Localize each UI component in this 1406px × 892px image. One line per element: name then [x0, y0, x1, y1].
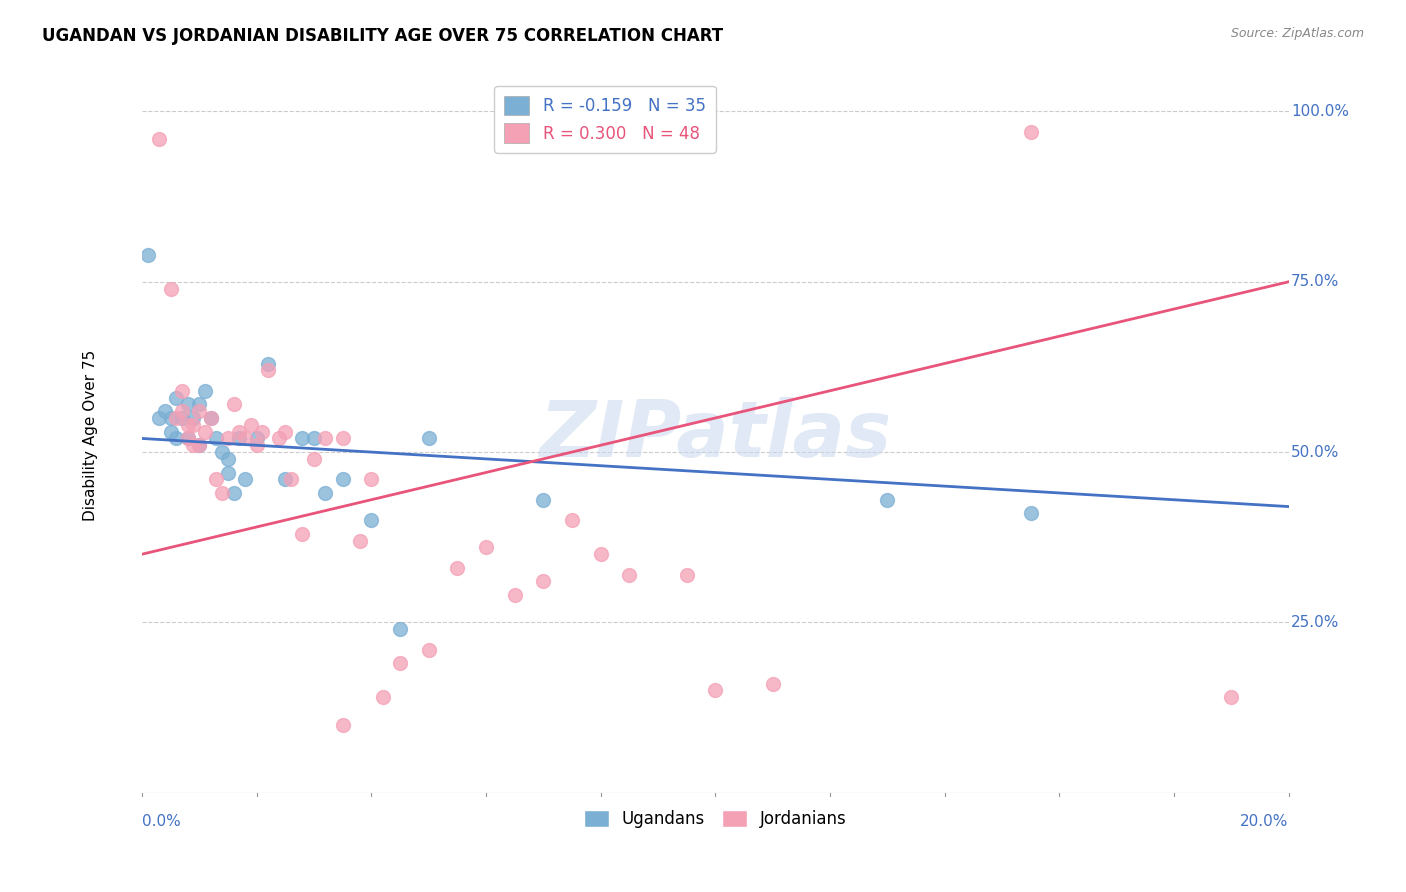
Point: [205, 432, 228, 446]
Point: [217, 432, 239, 446]
Point: [245, 432, 267, 446]
Point: [561, 513, 583, 527]
Text: 75.0%: 75.0%: [1291, 274, 1340, 289]
Point: [217, 451, 239, 466]
Point: [675, 567, 697, 582]
Point: [332, 472, 354, 486]
Point: [194, 425, 217, 439]
Point: [388, 657, 411, 671]
Point: [274, 472, 297, 486]
Point: [274, 425, 297, 439]
Point: [188, 404, 211, 418]
Point: [349, 533, 371, 548]
Point: [177, 417, 200, 432]
Point: [170, 384, 193, 398]
Point: [332, 717, 354, 731]
Text: 50.0%: 50.0%: [1291, 444, 1340, 459]
Point: [188, 438, 211, 452]
Text: Disability Age Over 75: Disability Age Over 75: [83, 350, 98, 521]
Point: [257, 363, 280, 377]
Point: [245, 438, 267, 452]
Point: [183, 417, 205, 432]
Point: [165, 432, 187, 446]
Point: [222, 486, 245, 500]
Point: [194, 384, 217, 398]
Point: [228, 425, 250, 439]
Point: [1220, 690, 1243, 705]
Text: 100.0%: 100.0%: [1291, 104, 1348, 119]
Point: [371, 690, 394, 705]
Point: [200, 411, 222, 425]
Point: [170, 411, 193, 425]
Point: [314, 486, 336, 500]
Text: 25.0%: 25.0%: [1291, 615, 1340, 630]
Point: [211, 445, 233, 459]
Point: [200, 411, 222, 425]
Point: [233, 432, 256, 446]
Point: [332, 432, 354, 446]
Point: [761, 676, 783, 690]
Point: [211, 486, 233, 500]
Point: [136, 247, 159, 261]
Point: [228, 432, 250, 446]
Point: [531, 492, 554, 507]
Text: UGANDAN VS JORDANIAN DISABILITY AGE OVER 75 CORRELATION CHART: UGANDAN VS JORDANIAN DISABILITY AGE OVER…: [42, 27, 723, 45]
Point: [257, 357, 280, 371]
Point: [217, 466, 239, 480]
Point: [475, 541, 498, 555]
Point: [165, 411, 187, 425]
Point: [177, 397, 200, 411]
Point: [446, 561, 468, 575]
Text: Source: ZipAtlas.com: Source: ZipAtlas.com: [1230, 27, 1364, 40]
Point: [159, 282, 181, 296]
Point: [418, 432, 440, 446]
Point: [876, 492, 898, 507]
Point: [302, 451, 325, 466]
Point: [291, 526, 314, 541]
Point: [165, 391, 187, 405]
Point: [589, 547, 612, 561]
Point: [360, 513, 382, 527]
Text: ZIPatlas: ZIPatlas: [538, 397, 891, 473]
Point: [1019, 125, 1042, 139]
Point: [280, 472, 302, 486]
Point: [233, 472, 256, 486]
Point: [159, 411, 181, 425]
Point: [188, 438, 211, 452]
Point: [503, 588, 526, 602]
Point: [291, 432, 314, 446]
Point: [148, 132, 170, 146]
Point: [177, 432, 200, 446]
Point: [531, 574, 554, 589]
Point: [183, 438, 205, 452]
Point: [177, 432, 200, 446]
Point: [159, 425, 181, 439]
Point: [418, 642, 440, 657]
Text: 20.0%: 20.0%: [1240, 814, 1289, 829]
Point: [619, 567, 641, 582]
Point: [188, 397, 211, 411]
Point: [153, 404, 176, 418]
Point: [222, 397, 245, 411]
Point: [269, 432, 291, 446]
Point: [205, 472, 228, 486]
Point: [170, 404, 193, 418]
Point: [252, 425, 274, 439]
Text: 0.0%: 0.0%: [142, 814, 180, 829]
Point: [302, 432, 325, 446]
Legend: Ugandans, Jordanians: Ugandans, Jordanians: [576, 803, 853, 834]
Point: [360, 472, 382, 486]
Point: [239, 417, 262, 432]
Point: [148, 411, 170, 425]
Point: [388, 622, 411, 636]
Point: [704, 683, 727, 698]
Point: [183, 411, 205, 425]
Point: [1019, 507, 1042, 521]
Point: [314, 432, 336, 446]
